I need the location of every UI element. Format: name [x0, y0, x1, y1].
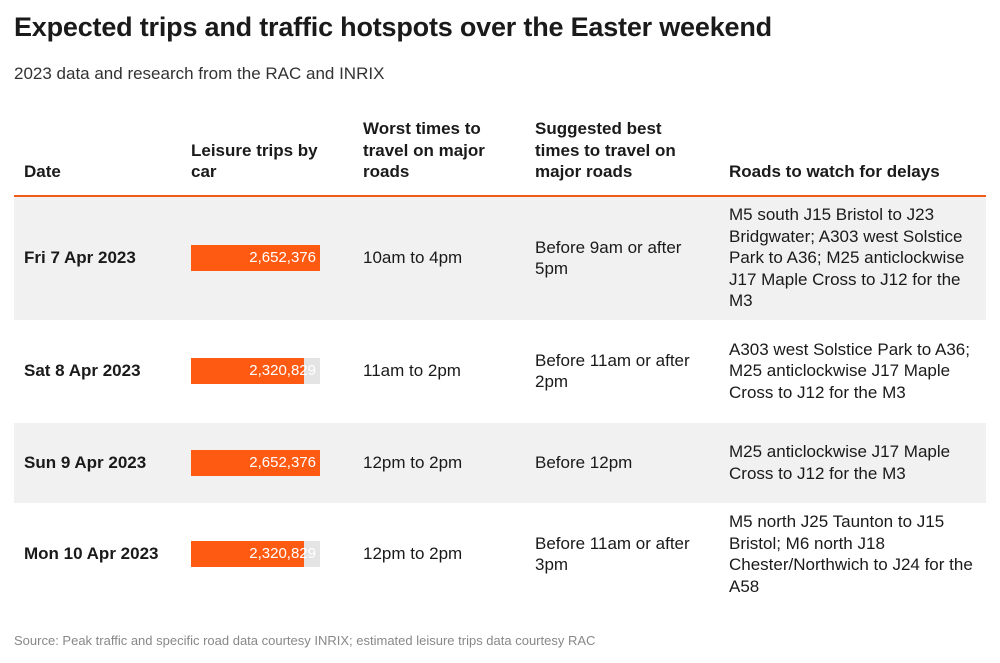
date-cell: Mon 10 Apr 2023 [14, 503, 181, 606]
trips-bar-fill [191, 245, 320, 271]
trips-bar-label: 2,320,829 [249, 362, 316, 379]
date-cell: Sun 9 Apr 2023 [14, 422, 181, 504]
roads-cell: A303 west Solstice Park to A36; M25 anti… [719, 320, 986, 423]
header-date: Date [14, 118, 181, 197]
trips-cell: 2,652,376 [181, 422, 353, 504]
trips-bar-fill [191, 541, 304, 567]
roads-cell: M5 south J15 Bristol to J23 Bridgwater; … [719, 195, 986, 321]
trips-bar-fill [191, 449, 320, 476]
source-note: Source: Peak traffic and specific road d… [14, 633, 596, 648]
date-cell: Fri 7 Apr 2023 [14, 195, 181, 321]
trips-bar-label: 2,652,376 [249, 249, 316, 266]
table-row: Sun 9 Apr 2023 2,652,376 12pm to 2pm Bef… [14, 422, 986, 504]
trips-bar-label: 2,320,829 [249, 545, 316, 562]
header-leisure-trips: Leisure trips by car [181, 118, 353, 197]
header-best-times: Suggested best times to travel on major … [525, 118, 719, 197]
worst-times-cell: 11am to 2pm [353, 320, 525, 423]
best-times-cell: Before 11am or after 2pm [525, 320, 719, 423]
roads-cell: M25 anticlockwise J17 Maple Cross to J12… [719, 422, 986, 504]
header-worst-times: Worst times to travel on major roads [353, 118, 525, 197]
worst-times-cell: 10am to 4pm [353, 195, 525, 321]
table-row: Mon 10 Apr 2023 2,320,829 12pm to 2pm Be… [14, 503, 986, 606]
trips-bar-track: 2,652,376 [191, 449, 320, 476]
trips-cell: 2,652,376 [181, 195, 353, 321]
trips-bar-track: 2,320,829 [191, 358, 320, 384]
worst-times-cell: 12pm to 2pm [353, 422, 525, 504]
easter-traffic-table: Date Leisure trips by car Worst times to… [14, 118, 986, 606]
best-times-cell: Before 11am or after 3pm [525, 503, 719, 606]
roads-cell: M5 north J25 Taunton to J15 Bristol; M6 … [719, 503, 986, 606]
worst-times-cell: 12pm to 2pm [353, 503, 525, 606]
table-row: Fri 7 Apr 2023 2,652,376 10am to 4pm Bef… [14, 195, 986, 321]
best-times-cell: Before 9am or after 5pm [525, 195, 719, 321]
page-title: Expected trips and traffic hotspots over… [14, 12, 772, 42]
date-cell: Sat 8 Apr 2023 [14, 320, 181, 423]
trips-bar-track: 2,652,376 [191, 245, 320, 271]
table-row: Sat 8 Apr 2023 2,320,829 11am to 2pm Bef… [14, 320, 986, 423]
best-times-cell: Before 12pm [525, 422, 719, 504]
trips-bar-fill [191, 358, 304, 384]
table-header-row: Date Leisure trips by car Worst times to… [14, 118, 986, 197]
header-roads: Roads to watch for delays [719, 118, 986, 197]
trips-bar-label: 2,652,376 [249, 453, 316, 471]
trips-cell: 2,320,829 [181, 320, 353, 423]
page-subtitle: 2023 data and research from the RAC and … [14, 64, 385, 83]
trips-cell: 2,320,829 [181, 503, 353, 606]
trips-bar-track: 2,320,829 [191, 541, 320, 567]
